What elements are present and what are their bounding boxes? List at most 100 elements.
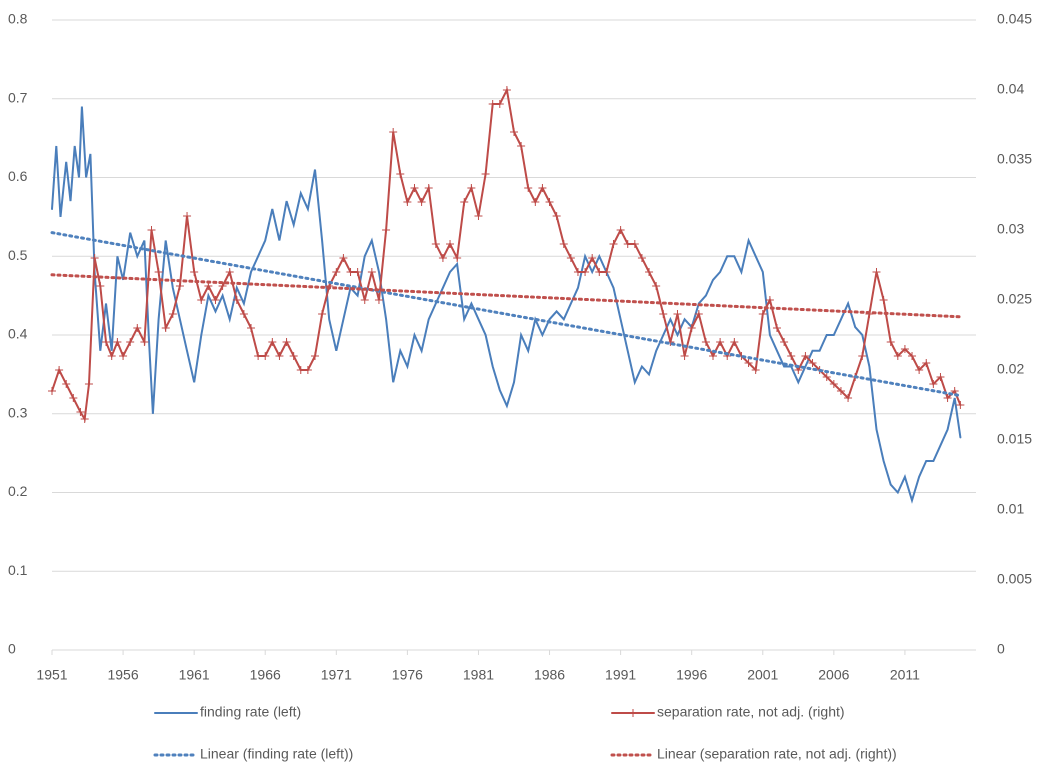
point-marker xyxy=(76,408,85,416)
point-marker xyxy=(48,387,56,395)
x-tick-label: 1966 xyxy=(250,667,281,683)
point-marker xyxy=(751,366,760,374)
point-marker xyxy=(780,338,789,346)
y2-tick-label: 0.025 xyxy=(997,291,1032,307)
point-marker xyxy=(481,170,490,178)
point-marker xyxy=(609,240,618,248)
point-marker xyxy=(730,338,739,346)
x-tick-label: 2001 xyxy=(747,667,778,683)
point-marker xyxy=(247,324,256,332)
point-marker xyxy=(900,345,909,353)
y2-tick-label: 0.04 xyxy=(997,81,1024,97)
point-marker xyxy=(538,184,547,192)
point-marker xyxy=(787,352,796,360)
legend-marker xyxy=(629,709,637,717)
point-marker xyxy=(552,212,561,220)
point-marker xyxy=(680,352,689,360)
point-marker xyxy=(886,338,895,346)
point-marker xyxy=(254,352,263,360)
point-marker xyxy=(652,282,661,290)
point-marker xyxy=(374,296,383,304)
point-marker xyxy=(687,324,696,332)
point-marker xyxy=(417,198,426,206)
point-marker xyxy=(275,352,284,360)
point-marker xyxy=(545,198,554,206)
point-marker xyxy=(69,394,78,402)
point-marker xyxy=(161,324,170,332)
y-tick-label: 0.7 xyxy=(8,89,28,105)
point-marker xyxy=(573,268,582,276)
x-tick-label: 1971 xyxy=(321,667,352,683)
legend-label: Linear (separation rate, not adj. (right… xyxy=(657,746,897,762)
x-tick-label: 2011 xyxy=(890,667,920,683)
point-marker xyxy=(531,198,540,206)
point-marker xyxy=(623,240,632,248)
y2-tick-label: 0.01 xyxy=(997,501,1024,517)
point-marker xyxy=(102,338,111,346)
point-marker xyxy=(261,352,270,360)
y2-tick-label: 0.005 xyxy=(997,571,1032,587)
point-marker xyxy=(630,240,639,248)
point-marker xyxy=(474,212,483,220)
x-tick-label: 1981 xyxy=(463,667,494,683)
point-marker xyxy=(566,254,575,262)
y2-tick-label: 0.045 xyxy=(997,11,1032,27)
x-tick-label: 1956 xyxy=(107,667,138,683)
point-marker xyxy=(446,240,455,248)
point-marker xyxy=(296,366,305,374)
point-marker xyxy=(822,373,831,381)
point-marker xyxy=(716,338,725,346)
point-marker xyxy=(836,387,845,395)
point-marker xyxy=(581,268,590,276)
point-marker xyxy=(410,184,419,192)
point-marker xyxy=(289,352,298,360)
point-marker xyxy=(303,366,312,374)
point-marker xyxy=(879,296,888,304)
point-marker xyxy=(502,86,511,94)
point-marker xyxy=(190,268,199,276)
point-marker xyxy=(588,254,597,262)
point-marker xyxy=(154,268,163,276)
point-marker xyxy=(616,226,625,234)
series-line xyxy=(51,86,962,422)
point-marker xyxy=(183,212,192,220)
x-tick-label: 1986 xyxy=(534,667,565,683)
point-marker xyxy=(908,352,917,360)
point-marker xyxy=(147,226,156,234)
y2-tick-label: 0.035 xyxy=(997,151,1032,167)
point-marker xyxy=(282,338,291,346)
point-marker xyxy=(645,268,654,276)
point-marker xyxy=(126,338,135,346)
point-marker xyxy=(133,324,142,332)
series-line xyxy=(51,106,962,504)
point-marker xyxy=(239,310,248,318)
point-marker xyxy=(389,128,398,136)
point-marker xyxy=(96,282,105,290)
point-marker xyxy=(55,366,64,374)
point-marker xyxy=(84,380,93,388)
point-marker xyxy=(673,310,682,318)
x-tick-label: 1996 xyxy=(676,667,707,683)
trend-line xyxy=(50,231,962,398)
point-marker xyxy=(107,352,116,360)
point-marker xyxy=(858,352,867,360)
point-marker xyxy=(922,359,931,367)
point-marker xyxy=(424,184,433,192)
point-marker xyxy=(956,401,965,409)
point-marker xyxy=(929,380,938,388)
point-marker xyxy=(211,296,220,304)
point-marker xyxy=(396,170,405,178)
y-tick-label: 0.2 xyxy=(8,483,28,499)
point-marker xyxy=(438,254,447,262)
x-tick-label: 1951 xyxy=(36,667,67,683)
point-marker xyxy=(90,254,99,262)
point-marker xyxy=(339,254,348,262)
point-marker xyxy=(801,352,810,360)
point-marker xyxy=(758,310,767,318)
legend-label: finding rate (left) xyxy=(200,704,301,720)
trend-line xyxy=(50,273,962,319)
point-marker xyxy=(403,198,412,206)
point-marker xyxy=(310,352,319,360)
y-tick-label: 0.5 xyxy=(8,247,28,263)
